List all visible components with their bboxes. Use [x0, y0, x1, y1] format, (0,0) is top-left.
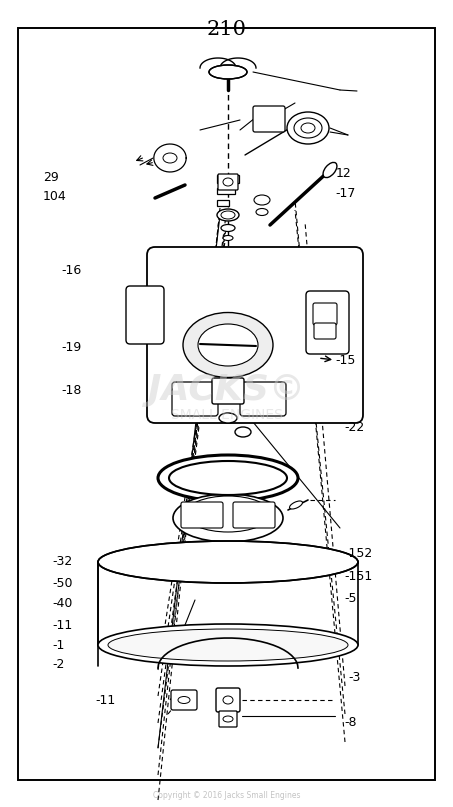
Text: -11: -11	[95, 694, 116, 707]
FancyBboxPatch shape	[218, 174, 238, 190]
Text: -16: -16	[61, 264, 82, 277]
Text: -18: -18	[61, 384, 82, 397]
Text: -5: -5	[344, 592, 357, 605]
Ellipse shape	[169, 461, 287, 495]
Text: 104: 104	[43, 190, 67, 203]
Text: -50: -50	[52, 577, 72, 590]
FancyBboxPatch shape	[126, 286, 164, 344]
Text: -11: -11	[52, 619, 72, 632]
Text: -8: -8	[344, 716, 357, 729]
Ellipse shape	[198, 324, 258, 366]
Ellipse shape	[289, 501, 303, 509]
FancyBboxPatch shape	[314, 323, 336, 339]
Ellipse shape	[323, 162, 337, 178]
Text: 12: 12	[335, 167, 351, 180]
Ellipse shape	[108, 629, 348, 661]
Ellipse shape	[256, 208, 268, 215]
Ellipse shape	[98, 624, 358, 666]
Text: 210: 210	[207, 20, 246, 39]
FancyBboxPatch shape	[172, 382, 218, 416]
Text: -22: -22	[344, 421, 365, 434]
Text: Copyright © 2016 Jacks Small Engines: Copyright © 2016 Jacks Small Engines	[153, 791, 300, 800]
FancyBboxPatch shape	[181, 502, 223, 528]
Ellipse shape	[223, 236, 233, 240]
Text: -19: -19	[61, 341, 82, 353]
Text: -152: -152	[344, 547, 372, 560]
Ellipse shape	[287, 112, 329, 144]
FancyBboxPatch shape	[240, 382, 286, 416]
Ellipse shape	[221, 224, 235, 232]
Text: -17: -17	[335, 187, 356, 200]
Ellipse shape	[219, 413, 237, 423]
FancyBboxPatch shape	[219, 711, 237, 727]
Ellipse shape	[235, 427, 251, 437]
Text: -2: -2	[52, 659, 64, 671]
Text: 29: 29	[43, 171, 59, 184]
Ellipse shape	[254, 195, 270, 205]
Text: -151: -151	[344, 570, 372, 583]
Text: -32: -32	[52, 555, 72, 568]
Ellipse shape	[183, 312, 273, 378]
FancyBboxPatch shape	[216, 688, 240, 712]
Text: SMALL ENGINES: SMALL ENGINES	[171, 408, 282, 422]
FancyBboxPatch shape	[306, 291, 349, 354]
Polygon shape	[154, 144, 186, 172]
Text: JACKS©: JACKS©	[148, 373, 305, 407]
Ellipse shape	[173, 494, 283, 542]
Text: -40: -40	[52, 597, 72, 610]
Ellipse shape	[98, 541, 358, 583]
Ellipse shape	[209, 65, 247, 79]
Text: -1: -1	[52, 639, 64, 652]
Ellipse shape	[158, 455, 298, 501]
FancyBboxPatch shape	[171, 690, 197, 710]
FancyBboxPatch shape	[217, 175, 239, 183]
Text: -3: -3	[349, 671, 361, 684]
Ellipse shape	[217, 209, 239, 221]
FancyBboxPatch shape	[253, 106, 285, 132]
Text: -15: -15	[335, 354, 356, 367]
FancyBboxPatch shape	[313, 303, 337, 325]
FancyBboxPatch shape	[217, 200, 229, 206]
FancyBboxPatch shape	[233, 502, 275, 528]
FancyBboxPatch shape	[212, 378, 244, 404]
FancyBboxPatch shape	[217, 188, 235, 194]
FancyBboxPatch shape	[147, 247, 363, 423]
